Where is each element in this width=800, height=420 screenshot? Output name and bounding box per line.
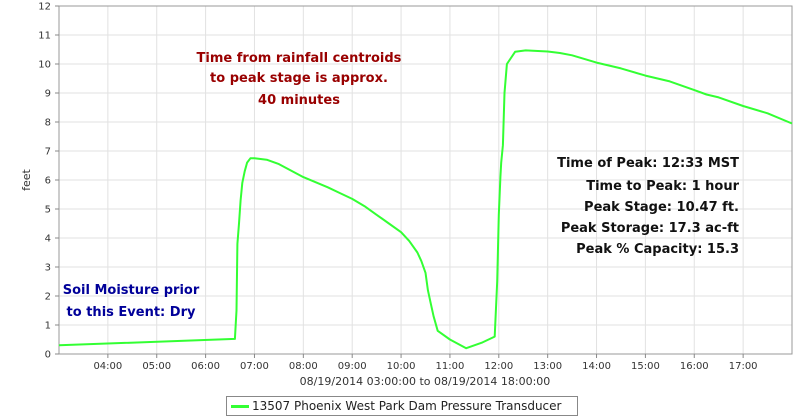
x-tick-label: 12:00	[484, 361, 513, 372]
annotation-line: to peak stage is approx.	[210, 71, 388, 86]
x-tick-label: 14:00	[582, 361, 611, 372]
annotation-line: 40 minutes	[258, 93, 340, 108]
x-tick-label: 17:00	[729, 361, 758, 372]
y-tick-label: 11	[38, 31, 51, 42]
annotation-line: to this Event: Dry	[67, 305, 196, 320]
annotation-line: Peak % Capacity: 15.3	[576, 242, 739, 257]
series-line	[58, 49, 793, 350]
x-tick-label: 11:00	[436, 361, 465, 372]
legend-swatch	[231, 404, 249, 408]
x-tick-label: 13:00	[533, 361, 562, 372]
y-tick-label: 6	[45, 176, 51, 187]
y-tick-label: 7	[45, 147, 51, 158]
annotation-soil: Soil Moisture prior to this Event: Dry	[63, 283, 200, 320]
annotation-line: Soil Moisture prior	[63, 283, 200, 298]
x-axis-title: 08/19/2014 03:00:00 to 08/19/2014 18:00:…	[300, 375, 551, 388]
x-tick-label: 10:00	[387, 361, 416, 372]
annotation-line: Peak Stage: 10.47 ft.	[584, 200, 739, 215]
y-tick-label: 5	[45, 205, 51, 216]
y-tick-label: 2	[45, 292, 51, 303]
y-tick-label: 3	[45, 263, 51, 274]
annotation-line: Time of Peak: 12:33 MST	[557, 156, 739, 171]
y-tick-label: 8	[45, 118, 51, 129]
annotation-line: Time to Peak: 1 hour	[586, 179, 739, 194]
x-tick-label: 15:00	[631, 361, 660, 372]
legend: 13507 Phoenix West Park Dam Pressure Tra…	[226, 396, 578, 416]
y-tick-label: 9	[45, 89, 51, 100]
annotation-centroid: Time from rainfall centroids to peak sta…	[197, 51, 402, 108]
legend-label: 13507 Phoenix West Park Dam Pressure Tra…	[252, 399, 562, 413]
y-tick-label: 0	[45, 350, 51, 361]
y-tick-label: 10	[38, 60, 51, 71]
x-tick-label: 16:00	[680, 361, 709, 372]
y-axis-title: feet	[20, 168, 33, 190]
x-tick-label: 05:00	[142, 361, 171, 372]
x-tick-label: 04:00	[93, 361, 122, 372]
y-tick-label: 12	[38, 2, 51, 13]
y-tick-label: 1	[45, 321, 51, 332]
annotation-line: Peak Storage: 17.3 ac-ft	[561, 221, 739, 236]
y-tick-label: 4	[45, 234, 51, 245]
annotation-peak-info: Time of Peak: 12:33 MST Time to Peak: 1 …	[557, 156, 739, 257]
x-tick-label: 06:00	[191, 361, 220, 372]
series-group	[58, 49, 793, 350]
annotation-line: Time from rainfall centroids	[197, 51, 402, 66]
x-tick-label: 09:00	[338, 361, 367, 372]
x-tick-label: 07:00	[240, 361, 269, 372]
x-tick-label: 08:00	[289, 361, 318, 372]
x-axis: 04:00 05:00 06:00 07:00 08:00 09:00 10:00 11:00…	[93, 354, 758, 372]
